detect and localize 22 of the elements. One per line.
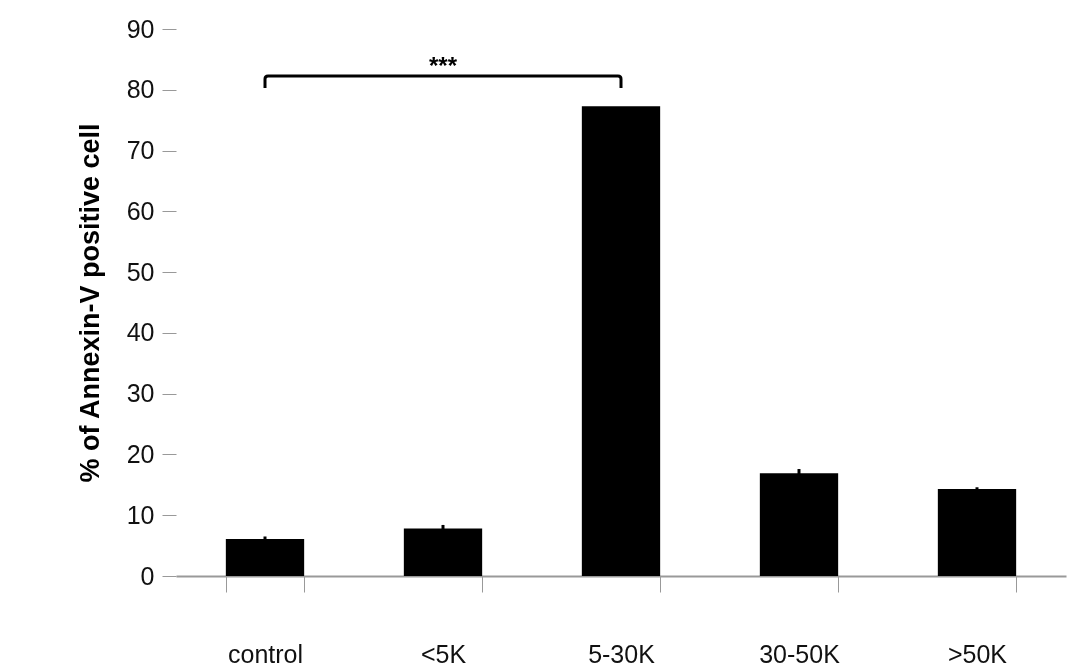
y-tick-label: 60 xyxy=(126,196,155,225)
y-tick-label: 50 xyxy=(126,257,155,286)
x-tick-label: <5K xyxy=(420,639,467,668)
bar xyxy=(759,473,839,576)
y-tick-label: 40 xyxy=(126,318,155,347)
x-tick-label: 30-50K xyxy=(759,639,841,668)
y-tick-label: 30 xyxy=(126,379,155,408)
y-tick-label: 10 xyxy=(126,500,155,529)
x-tick-label: >50K xyxy=(947,639,1008,668)
y-tick-label: 20 xyxy=(126,439,155,468)
y-axis-title: % of Annexin-V positive cell xyxy=(74,123,105,483)
y-tick-label: 0 xyxy=(140,561,155,590)
bar xyxy=(937,489,1017,576)
bar xyxy=(225,538,305,576)
y-tick-label: 70 xyxy=(126,136,155,165)
bar xyxy=(581,106,661,576)
y-tick-label: 80 xyxy=(126,75,155,104)
x-tick-label: control xyxy=(227,639,304,668)
annotation: *** xyxy=(428,52,458,79)
y-tick-label: 90 xyxy=(126,14,155,43)
x-tick-label: 5-30K xyxy=(588,639,656,668)
bar xyxy=(403,528,483,576)
